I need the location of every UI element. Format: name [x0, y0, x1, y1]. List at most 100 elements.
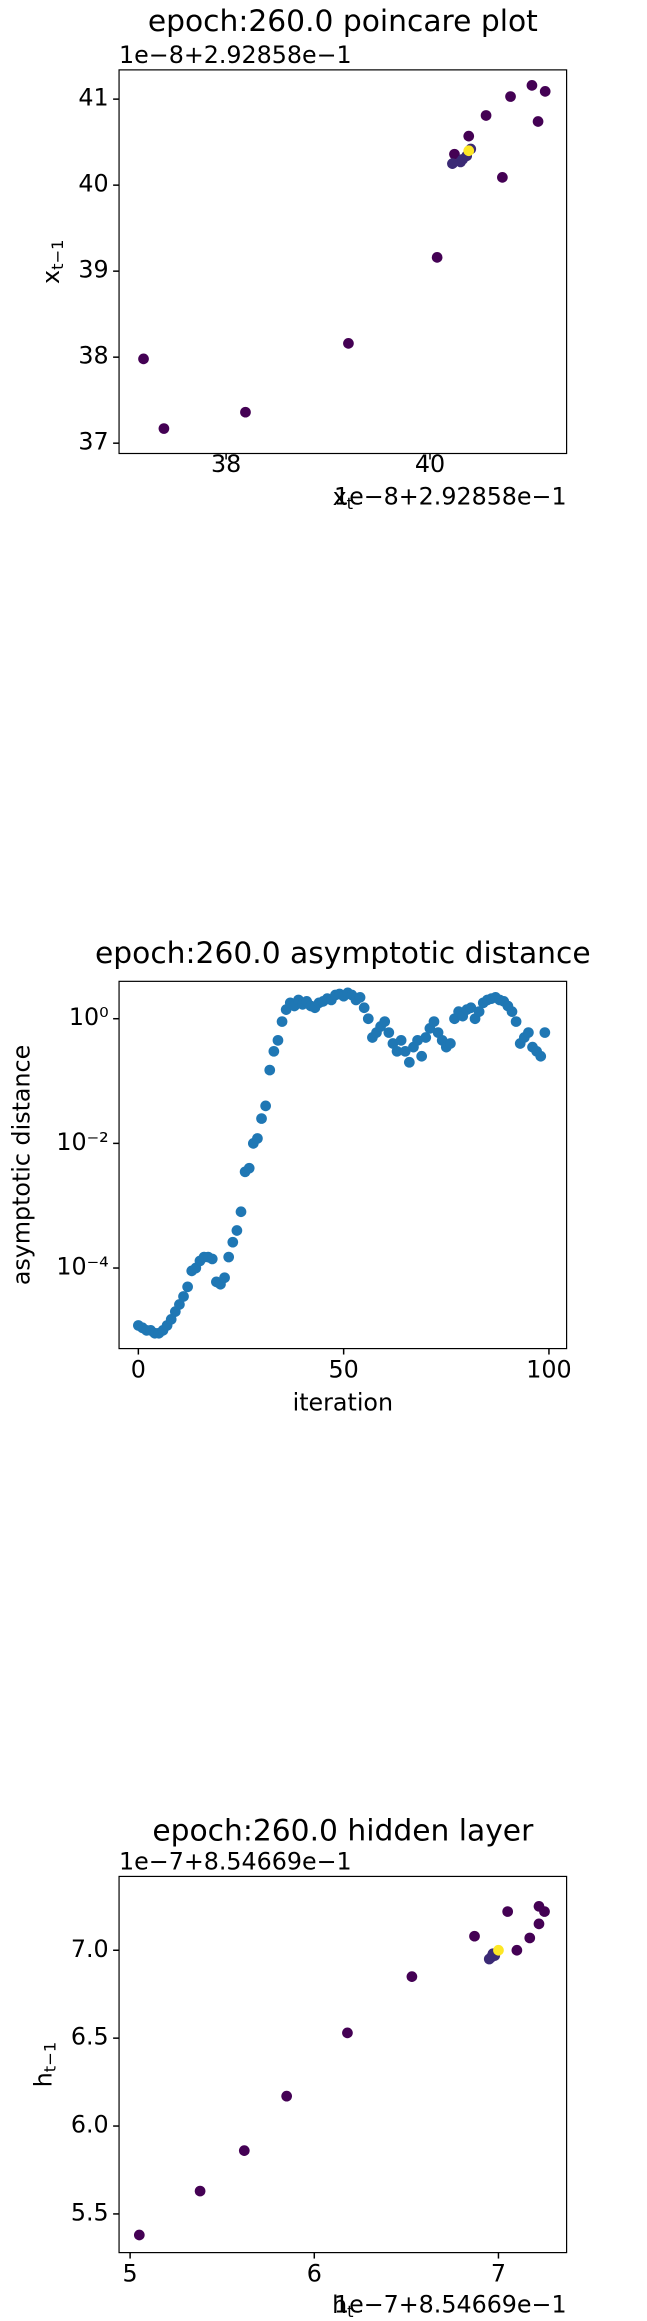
y-tick-label: 40	[78, 170, 108, 198]
x-tick-label: 7	[491, 2259, 506, 2287]
chart-title: epoch:260.0 asymptotic distance	[95, 936, 591, 971]
x-tick-label: 50	[329, 1355, 359, 1383]
plot-frame	[118, 980, 568, 1350]
point	[416, 1050, 428, 1062]
x-offset-text: 1e−7+8.54669e−1	[334, 2291, 567, 2319]
point	[281, 2090, 293, 2102]
point	[420, 1032, 432, 1043]
y-axis-label: xt−1	[37, 239, 67, 284]
y-axis-label-main: x	[37, 270, 65, 284]
point	[473, 1006, 485, 1017]
chart-title: epoch:260.0 poincare plot	[148, 4, 538, 39]
point	[260, 1100, 271, 1112]
x-tick-label: 0	[131, 1355, 146, 1383]
x-axis-label-sub: t	[347, 494, 354, 513]
point	[206, 1253, 218, 1265]
y-axis-label: asymptotic distance	[7, 1045, 35, 1285]
point	[243, 1162, 255, 1174]
point	[485, 1951, 497, 1963]
point	[463, 145, 475, 157]
point	[395, 1034, 407, 1046]
x-axis-label-main: x	[333, 483, 347, 511]
point	[399, 1045, 411, 1057]
point	[428, 1016, 440, 1027]
point	[506, 1006, 518, 1017]
point	[539, 86, 551, 97]
point	[412, 1034, 423, 1046]
point	[342, 2027, 353, 2039]
y-axis-label-sub: t−1	[40, 2042, 59, 2073]
y-tick-label: 6.5	[71, 2023, 109, 2051]
x-tick-label: 100	[526, 1355, 571, 1383]
point	[383, 1027, 395, 1038]
point	[523, 1027, 534, 1038]
point	[511, 1944, 523, 1956]
point	[493, 1944, 504, 1956]
point	[463, 130, 475, 142]
point	[406, 1971, 418, 1982]
x-tick-label: 6	[307, 2259, 322, 2287]
point	[510, 1016, 522, 1027]
y-axis-label-main: asymptotic distance	[7, 1045, 35, 1285]
y-tick-label: 6.0	[71, 2111, 109, 2139]
point	[447, 158, 458, 169]
point	[524, 1932, 536, 1944]
point	[403, 1056, 415, 1068]
y-tick-label: 37	[78, 428, 108, 456]
point	[227, 1236, 239, 1248]
x-tick-label: 5	[123, 2259, 138, 2287]
y-axis-label-main: h	[29, 2072, 57, 2087]
point	[362, 1013, 374, 1025]
point	[497, 172, 508, 183]
x-axis-label: ht	[332, 2291, 354, 2321]
point	[532, 116, 544, 127]
point	[240, 406, 251, 418]
y-tick-label: 38	[78, 342, 108, 370]
y-axis-label: ht−1	[29, 2042, 59, 2088]
point	[264, 1064, 276, 1076]
point	[358, 1002, 370, 1014]
y-tick-label: 5.5	[71, 2198, 109, 2226]
x-tick-label: 40	[415, 450, 445, 478]
x-axis-label: xt	[333, 483, 354, 513]
y-tick-label: 10⁻⁴	[56, 1253, 108, 1281]
y-tick-label: 7.0	[71, 1935, 109, 1963]
point	[219, 1272, 230, 1284]
point	[533, 1918, 545, 1930]
x-tick-label: 38	[211, 450, 241, 478]
point	[539, 1906, 550, 1917]
point	[223, 1251, 235, 1263]
point	[526, 80, 538, 91]
point	[252, 1133, 263, 1144]
point	[174, 1299, 185, 1310]
x-axis-label: iteration	[293, 1388, 393, 1416]
point	[276, 1016, 288, 1027]
point	[445, 1038, 456, 1049]
point	[138, 353, 149, 365]
y-tick-label: 10⁰	[69, 1003, 109, 1031]
plot-frame	[118, 69, 568, 455]
point	[235, 1206, 247, 1218]
point	[535, 1050, 547, 1062]
point	[194, 2185, 206, 2197]
point	[178, 1291, 189, 1302]
point	[158, 423, 170, 434]
point	[480, 110, 492, 121]
point	[449, 148, 460, 160]
point	[465, 1002, 477, 1014]
point	[379, 1016, 391, 1027]
point	[343, 338, 354, 349]
point	[502, 1906, 514, 1917]
y-tick-label: 10⁻²	[56, 1128, 108, 1156]
point	[354, 992, 366, 1003]
y-offset-text: 1e−8+2.92858e−1	[119, 41, 352, 69]
y-tick-label: 41	[78, 84, 108, 112]
y-offset-text: 1e−7+8.54669e−1	[119, 1848, 352, 1876]
y-axis-label-sub: t−1	[48, 239, 67, 270]
chart-title: epoch:260.0 hidden layer	[152, 1813, 534, 1848]
point	[238, 2145, 250, 2157]
point	[469, 1930, 480, 1942]
point	[431, 252, 443, 263]
point	[505, 91, 516, 102]
